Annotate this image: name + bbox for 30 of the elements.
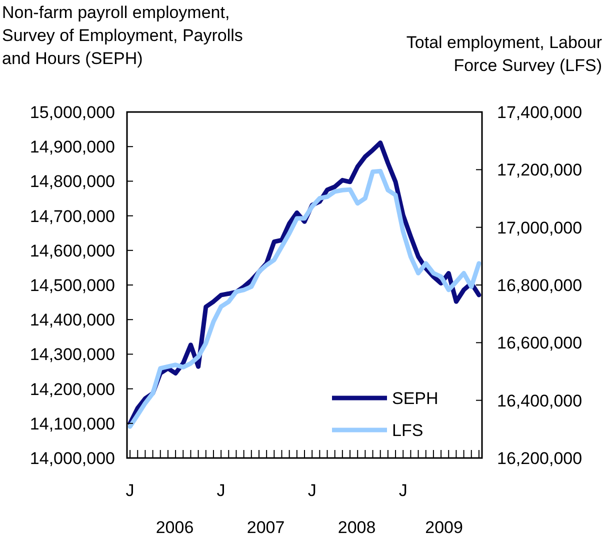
y-tick-label: 14,400,000 (30, 310, 115, 330)
y-tick-label: 14,200,000 (30, 380, 115, 399)
x-tick-label: J (216, 481, 226, 500)
y-axis-title: Non-farm payroll employment, Survey of Employment, Payrolls and Hours (SEPH) (2, 3, 243, 68)
text: 2009 (425, 518, 463, 534)
y-tick-label: 15,000,000 (30, 103, 115, 122)
y2-tick-label: 17,000,000 (497, 218, 582, 238)
y2-tick-label: 16,400,000 (497, 391, 582, 410)
y-tick-label: 14,600,000 (30, 241, 115, 260)
text: 2007 (246, 518, 285, 534)
y2-axis-title: Total employment, Labour Force Survey (LFS) (406, 33, 602, 75)
y2-tick-label: 16,200,000 (497, 449, 582, 468)
text: 2006 (156, 518, 194, 534)
legend-label: SEPH (392, 389, 438, 408)
y2-tick-label: 16,800,000 (497, 276, 582, 295)
y2-tick-label: 17,400,000 (497, 103, 582, 122)
y2-tick-label: 17,200,000 (497, 160, 582, 180)
y-tick-label: 14,900,000 (30, 138, 115, 157)
y-tick-label: 14,100,000 (30, 414, 115, 434)
y-tick-label: 14,700,000 (30, 206, 115, 226)
x-tick-label: J (308, 481, 316, 500)
text: 2008 (338, 518, 376, 534)
x-tick-label: J (126, 481, 134, 500)
x-tick-label: J (398, 481, 408, 500)
y-tick-label: 14,800,000 (30, 172, 115, 192)
y-tick-label: 14,300,000 (30, 345, 115, 364)
y-tick-label: 14,500,000 (30, 276, 115, 295)
y-tick-label: 14,000,000 (30, 449, 115, 468)
legend-label: LFS (392, 421, 424, 440)
y2-tick-label: 16,600,000 (497, 334, 582, 353)
